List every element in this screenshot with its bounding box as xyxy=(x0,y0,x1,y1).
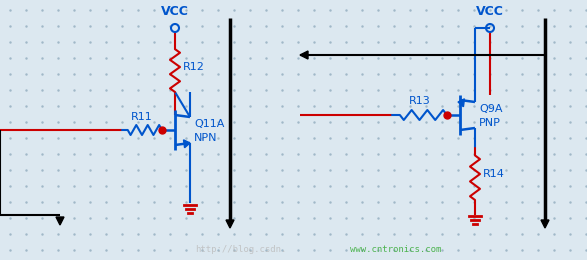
Text: NPN: NPN xyxy=(194,133,218,143)
Text: R11: R11 xyxy=(131,112,153,122)
Text: PNP: PNP xyxy=(479,118,501,128)
Text: R13: R13 xyxy=(409,96,430,106)
Text: R14: R14 xyxy=(483,169,505,179)
Polygon shape xyxy=(541,220,549,228)
Polygon shape xyxy=(458,99,464,107)
Text: Q9A: Q9A xyxy=(479,104,502,114)
Polygon shape xyxy=(300,51,308,59)
Polygon shape xyxy=(184,140,190,148)
Text: http://blog.csdn.: http://blog.csdn. xyxy=(195,245,286,255)
Text: R12: R12 xyxy=(183,62,205,72)
Polygon shape xyxy=(56,217,64,225)
Polygon shape xyxy=(226,220,234,228)
Text: Q11A: Q11A xyxy=(194,119,224,129)
Text: VCC: VCC xyxy=(161,5,189,18)
Text: VCC: VCC xyxy=(476,5,504,18)
Text: www.cntronics.com: www.cntronics.com xyxy=(350,245,441,255)
